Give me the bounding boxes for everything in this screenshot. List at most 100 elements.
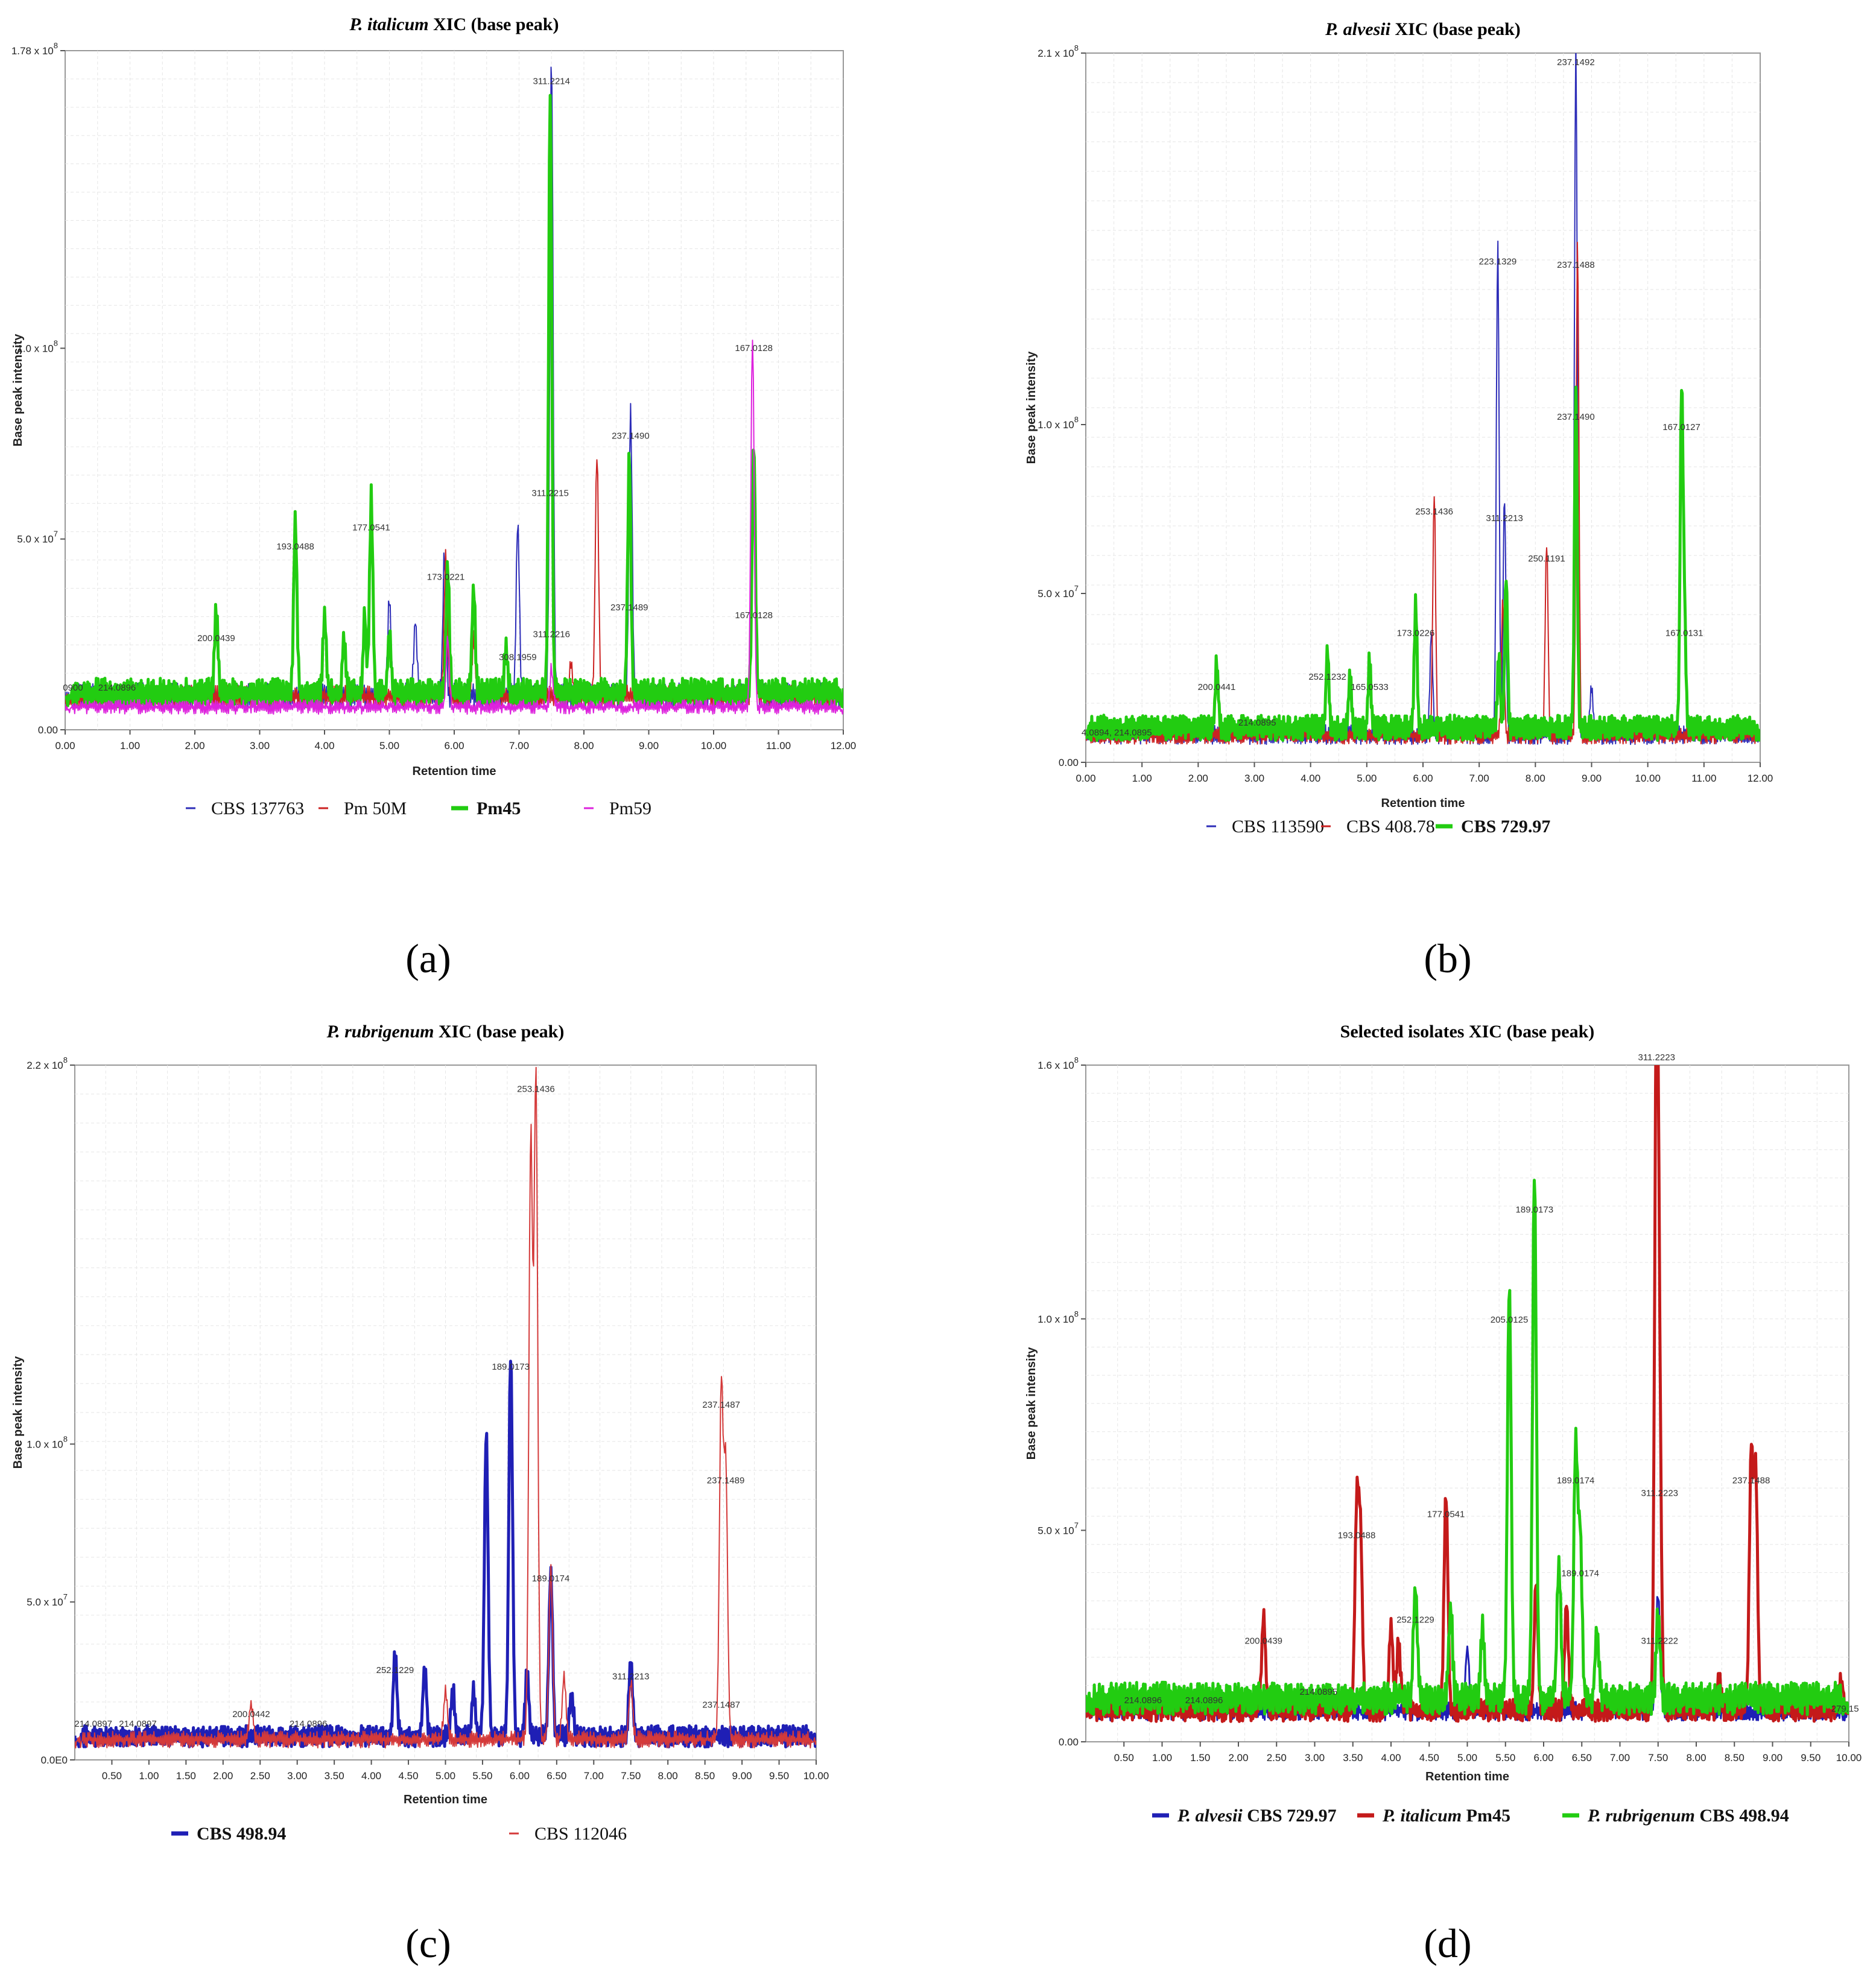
peak-annotation: 167.0127 — [1662, 422, 1700, 432]
y-axis-label: Base peak intensity — [11, 1356, 25, 1469]
x-tick-label: 7.00 — [1610, 1752, 1630, 1764]
legend-entry: CBS 113590 — [1232, 817, 1324, 837]
x-tick-label: 3.00 — [250, 740, 270, 751]
y-tick-label: 1.0 x 108 — [1038, 415, 1079, 431]
peak-annotation: 252.1229 — [1396, 1615, 1434, 1625]
chart-title: P. alvesii XIC (base peak) — [1325, 19, 1521, 39]
x-axis-label: Retention time — [413, 765, 496, 778]
x-tick-label: 1.00 — [139, 1770, 159, 1782]
x-tick-label: 3.00 — [1305, 1752, 1325, 1764]
x-axis-label: Retention time — [404, 1793, 487, 1806]
peak-annotation: 237.1487 — [702, 1400, 740, 1410]
peak-annotation: 311.2223 — [1641, 1488, 1678, 1498]
chart-title-text: XIC (base peak) — [1390, 19, 1521, 39]
y-tick-label: 0.00 — [38, 724, 58, 736]
peak-annotation: 311.2213 — [612, 1671, 649, 1681]
series-line — [1086, 385, 1760, 742]
x-tick-label: 1.50 — [176, 1770, 196, 1782]
y-tick-label: 1.0 x 108 — [17, 338, 58, 354]
peak-annotation: 189.0174 — [1561, 1569, 1599, 1579]
peak-annotation: 167.0128 — [735, 343, 773, 353]
x-tick-label: 9.50 — [1801, 1752, 1821, 1764]
series-line — [65, 340, 843, 715]
y-tick-label: 2.1 x 108 — [1038, 43, 1079, 59]
peak-annotation: 237.1489 — [610, 603, 648, 613]
y-tick-label: 1.0 x 108 — [1038, 1309, 1079, 1325]
peak-annotation: 311.2223 — [1638, 1052, 1675, 1063]
legend-entry: CBS 498.94 — [197, 1824, 286, 1844]
x-tick-label: 7.00 — [584, 1770, 604, 1782]
peak-annotation: 237.1488 — [1557, 260, 1595, 270]
y-tick-label: 5.0 x 107 — [1038, 1520, 1079, 1536]
x-tick-label: 2.00 — [1228, 1752, 1248, 1764]
x-tick-label: 8.50 — [1725, 1752, 1744, 1764]
panel-label-a: (a) — [405, 935, 451, 981]
x-tick-label: 5.50 — [472, 1770, 492, 1782]
peak-annotation: 165.0533 — [1351, 682, 1389, 692]
x-tick-label: 4.50 — [1419, 1752, 1439, 1764]
peak-annotation: 311.2215 — [531, 488, 568, 498]
peak-annotation: 189.0173 — [492, 1362, 530, 1372]
chart-title-species: P. italicum — [349, 14, 429, 34]
peak-annotation: 200.0439 — [1244, 1636, 1282, 1647]
peak-annotation: 173.0221 — [427, 572, 465, 583]
x-tick-label: 7.50 — [1648, 1752, 1668, 1764]
panel-c: P. rubrigenum XIC (base peak) 0.50 1.00 1.5… — [11, 1022, 829, 1844]
y-tick-label: 5.0 x 107 — [27, 1592, 68, 1608]
x-tick-label: 8.00 — [1686, 1752, 1706, 1764]
x-tick-label: 4.00 — [361, 1770, 381, 1782]
x-tick-label: 6.50 — [547, 1770, 566, 1782]
peak-annotation: 214.0896 — [98, 683, 136, 693]
x-tick-label: 7.50 — [621, 1770, 641, 1782]
peak-annotation: 193.0488 — [276, 542, 314, 552]
peak-annotation: 253.1436 — [1415, 507, 1453, 517]
x-tick-label: 3.00 — [1244, 773, 1264, 784]
y-tick-label: 1.0 x 108 — [27, 1434, 68, 1450]
peak-annotation: 173.0226 — [1397, 628, 1435, 638]
peak-annotation: 237.1487 — [702, 1700, 740, 1710]
y-tick-label: 0.00 — [1059, 1736, 1079, 1748]
x-tick-label: 8.00 — [658, 1770, 678, 1782]
series-line — [65, 93, 843, 709]
x-tick-label: 12.00 — [1748, 773, 1773, 784]
peak-annotation: 253.1436 — [517, 1084, 555, 1094]
x-tick-label: 10.00 — [1836, 1752, 1862, 1764]
x-tick-label: 2.00 — [1188, 773, 1208, 784]
series-line — [1086, 1178, 1849, 1716]
chart-title-species: P. alvesii — [1325, 19, 1390, 39]
peak-annotation: 250.1191 — [1528, 554, 1565, 564]
x-tick-label: 0.00 — [1076, 773, 1095, 784]
peak-annotation: 237.1488 — [1732, 1475, 1770, 1485]
legend-entry: CBS 112046 — [534, 1824, 627, 1844]
x-tick-label: 11.00 — [1691, 773, 1716, 784]
peak-annotation: 167.0128 — [735, 610, 773, 621]
x-tick-label: 6.00 — [1413, 773, 1433, 784]
x-tick-label: 5.50 — [1495, 1752, 1515, 1764]
x-tick-label: 5.00 — [379, 740, 399, 751]
x-tick-label: 8.00 — [574, 740, 594, 751]
peak-annotation: 214.0897 — [74, 1719, 112, 1729]
x-tick-label: 7.00 — [509, 740, 529, 751]
peak-annotation: 167.0131 — [1665, 628, 1703, 638]
x-tick-label: 4.00 — [314, 740, 334, 751]
peak-annotation: 252.1232 — [1308, 672, 1346, 682]
chart-title-species: P. rubrigenum — [326, 1022, 434, 1042]
peak-annotation: 200.0441 — [1198, 682, 1236, 692]
x-tick-label: 12.00 — [831, 740, 857, 751]
panel-a: P. italicum XIC (base peak) 0.00 1.00 2.00 3… — [11, 14, 856, 818]
peak-annotation: 311.2222 — [1641, 1636, 1678, 1647]
y-axis-label: Base peak intensity — [1025, 351, 1038, 464]
peak-annotation: 308.1959 — [499, 652, 537, 662]
peak-annotation: 200.0439 — [197, 633, 235, 644]
peak-annotation: 189.0174 — [532, 1574, 570, 1584]
x-tick-label: 2.50 — [250, 1770, 270, 1782]
y-tick-label: 1.6 x 108 — [1038, 1055, 1079, 1071]
chart-title: P. italicum XIC (base peak) — [349, 14, 559, 34]
chart-title: P. rubrigenum XIC (base peak) — [326, 1022, 565, 1042]
x-tick-label: 5.00 — [1457, 1752, 1477, 1764]
x-axis-label: Retention time — [1381, 797, 1465, 810]
peak-annotation: 279.15 — [1831, 1704, 1859, 1714]
x-tick-label: 3.00 — [287, 1770, 307, 1782]
peak-annotation: 200.0442 — [232, 1709, 270, 1719]
peak-annotation: 237.1492 — [1557, 57, 1595, 68]
